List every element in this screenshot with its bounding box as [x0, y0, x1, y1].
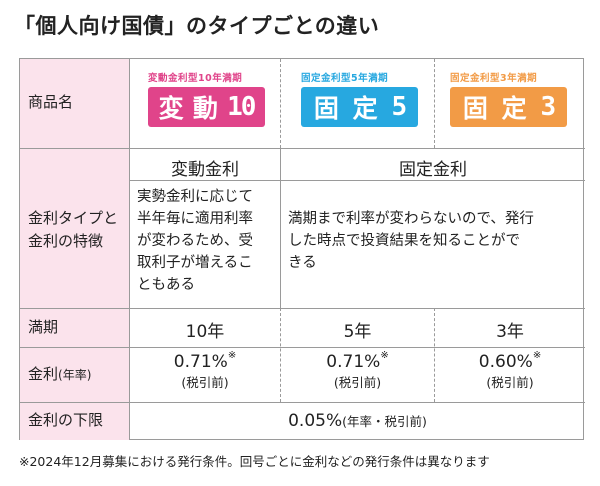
divider	[20, 347, 585, 348]
divider	[129, 59, 130, 440]
feature-floating: 実勢金利に応じて 半年毎に適用利率 が変わるため、受 取利子が増えるこ ともある	[137, 189, 253, 293]
row-header-rate-type: 金利タイプと 金利の特徴	[20, 148, 129, 308]
divider	[130, 180, 585, 181]
maturity-5y: 5年	[343, 322, 372, 342]
product-badge-hendo10: 変 動 10	[148, 87, 265, 127]
product-subtitle: 変動金利型10年満期	[148, 73, 243, 84]
product-badge-kotei5: 固 定 5	[301, 87, 418, 127]
page-title: 「個人向け国債」のタイプごとの違い	[14, 14, 380, 38]
rate-type-fixed: 固定金利	[399, 160, 467, 180]
maturity-3y: 3年	[496, 322, 524, 342]
product-subtitle: 固定金利型5年満期	[301, 73, 389, 84]
divider	[434, 59, 435, 148]
divider	[280, 148, 281, 308]
divider	[434, 308, 435, 402]
comparison-table: 商品名 金利タイプと 金利の特徴 満期 金利(年率) 金利の下限 変動金利型10…	[19, 58, 585, 440]
feature-fixed: 満期まで利率が変わらないので、発行 した時点で投資結果を知ることがで きる	[288, 211, 534, 271]
row-header-floor: 金利の下限	[20, 402, 129, 440]
row-header-rate: 金利(年率)	[20, 347, 129, 402]
row-header-product: 商品名	[20, 59, 129, 148]
rate-kotei3: 0.60%※ (税引前)	[478, 350, 542, 390]
rate-hendo10: 0.71%※ (税引前)	[173, 350, 237, 390]
rate-floor: 0.05%(年率・税引前)	[288, 411, 427, 431]
divider	[20, 402, 585, 403]
product-badge-kotei3: 固 定 3	[450, 87, 567, 127]
divider	[280, 308, 281, 402]
divider	[280, 59, 281, 148]
footnote: ※2024年12月募集における発行条件。回号ごとに金利などの発行条件は異なります	[19, 454, 490, 469]
maturity-10y: 10年	[185, 322, 225, 342]
rate-type-floating: 変動金利	[171, 160, 239, 180]
product-subtitle: 固定金利型3年満期	[450, 73, 538, 84]
rate-kotei5: 0.71%※ (税引前)	[326, 350, 389, 390]
divider	[20, 148, 585, 149]
row-header-maturity: 満期	[20, 308, 129, 347]
divider	[20, 308, 585, 309]
